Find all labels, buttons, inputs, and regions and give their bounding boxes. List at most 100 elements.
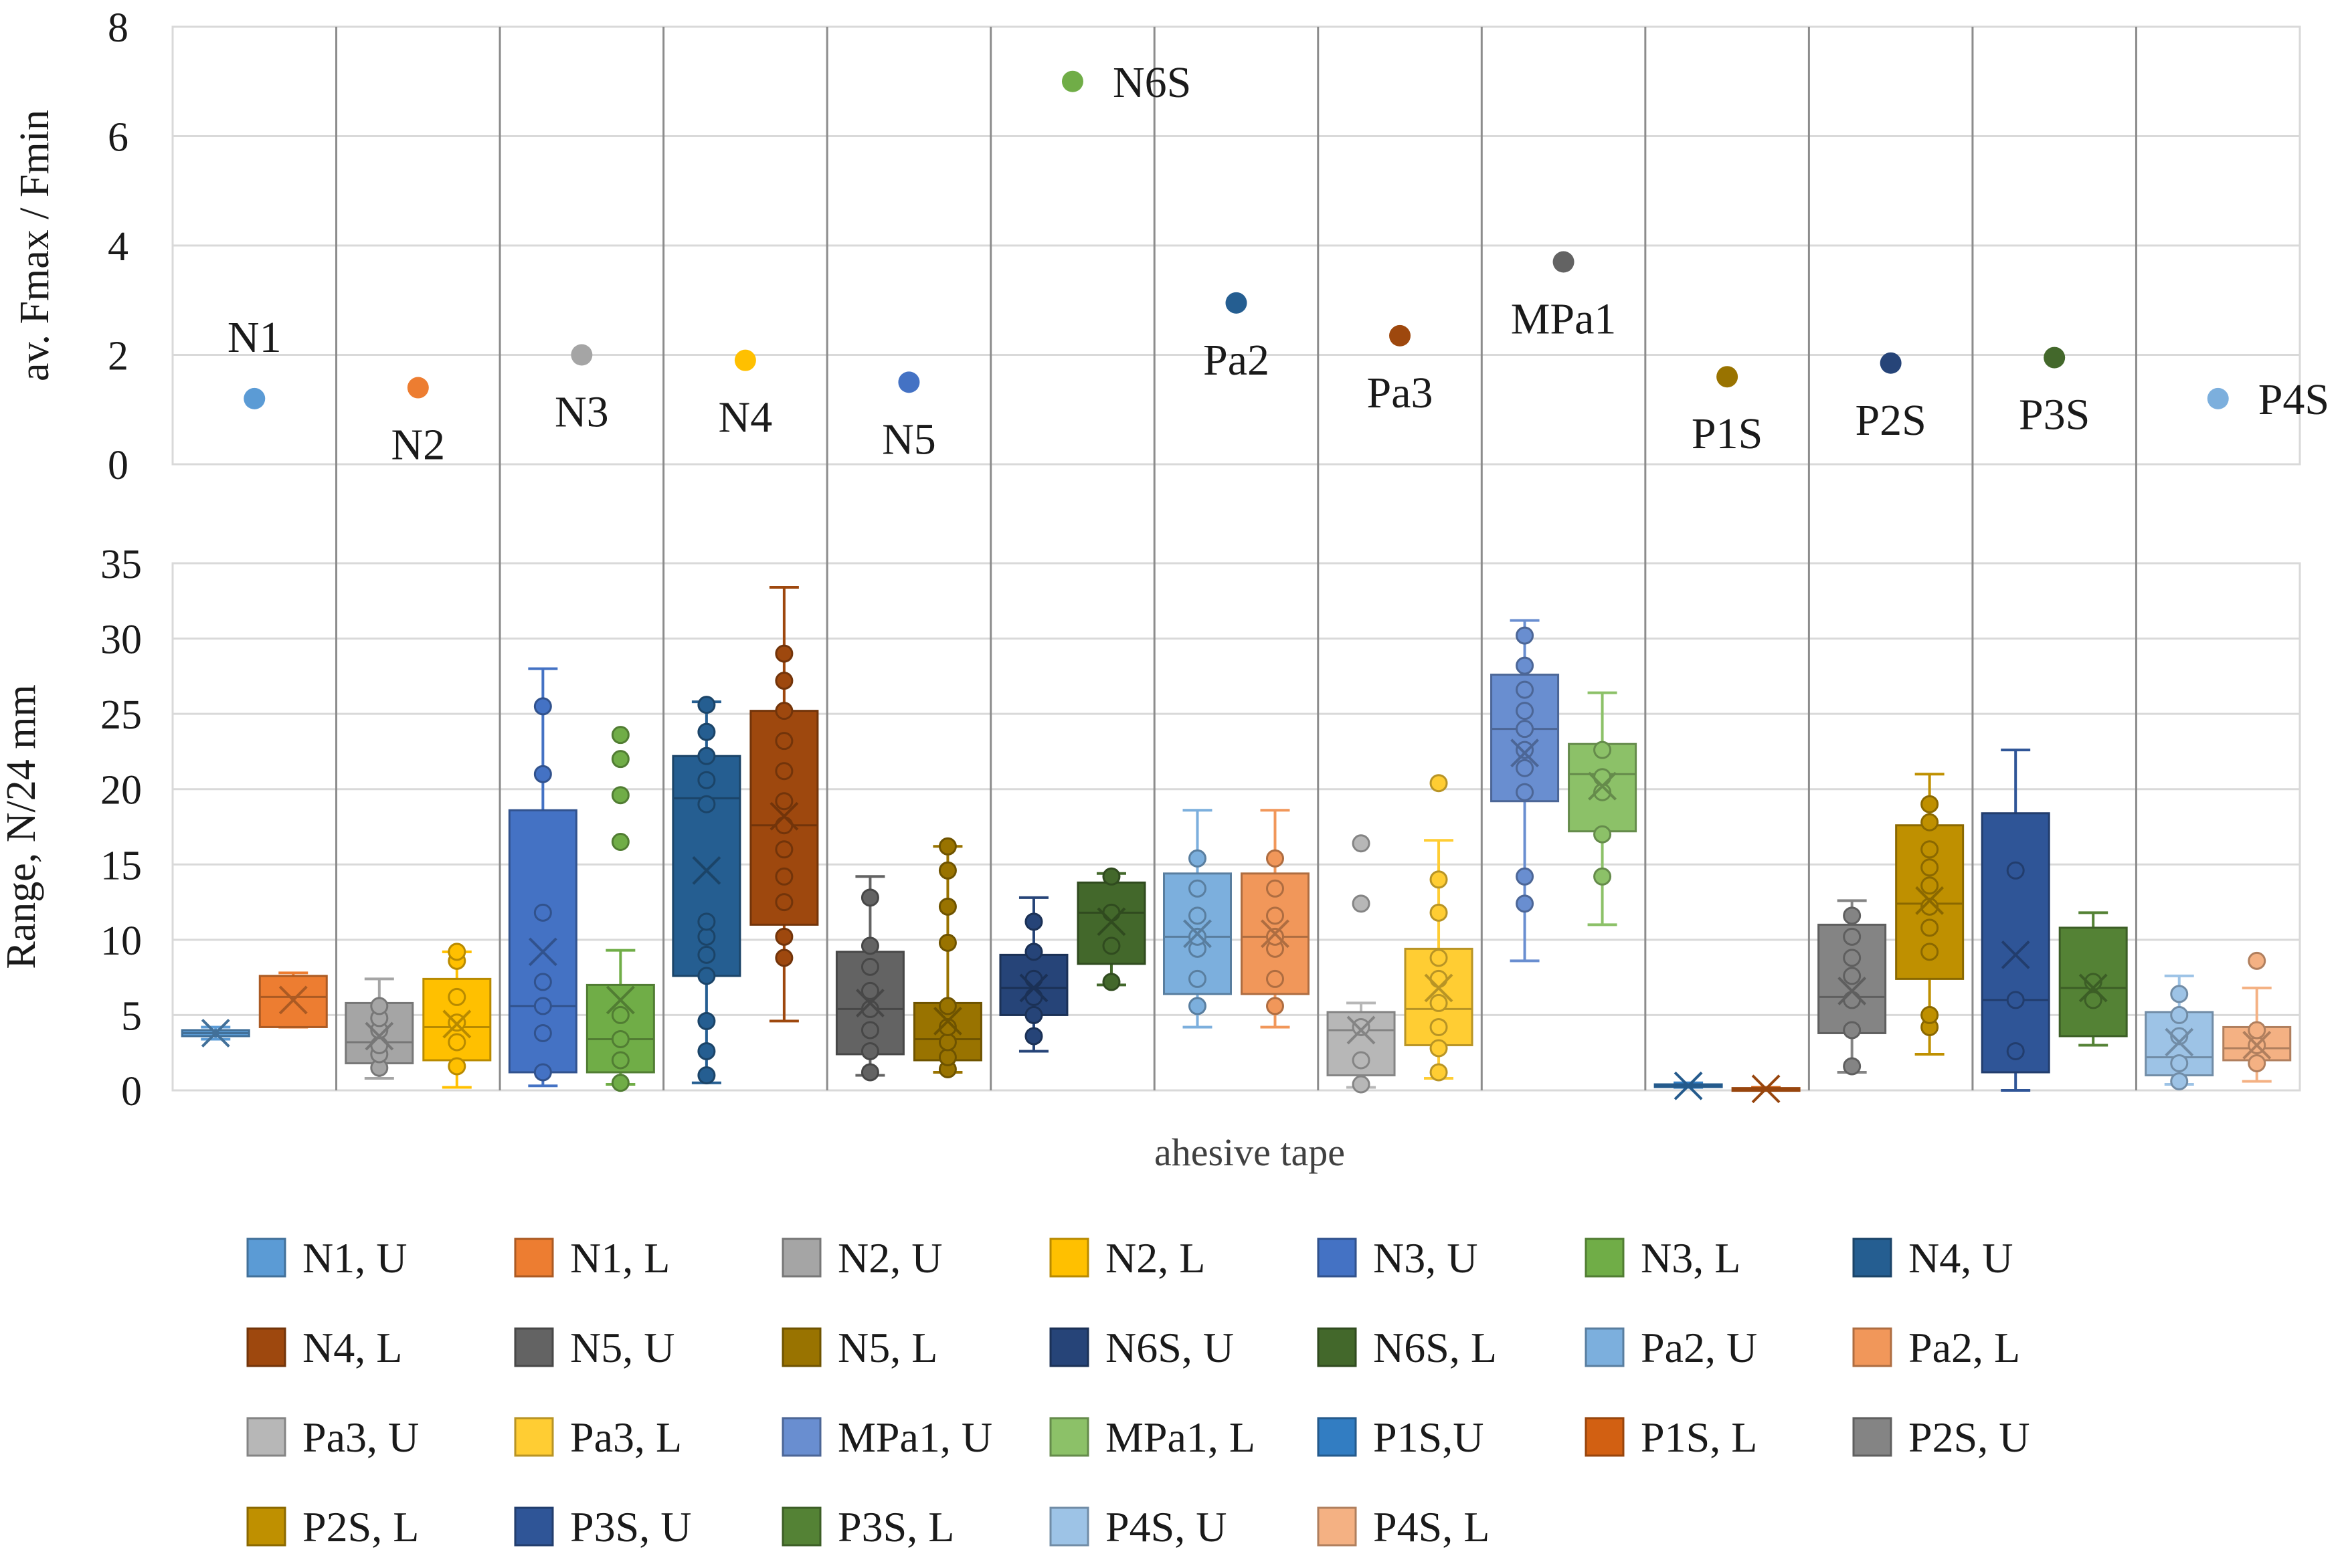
data-point-n3-u: [533, 697, 552, 716]
legend-swatch-n5-u: [514, 1327, 554, 1367]
data-point-n5-u: [861, 888, 879, 907]
data-point-mpa1-u: [1516, 720, 1534, 739]
scatter-point-p4s: [2207, 387, 2229, 409]
scatter-label-n6s: N6S: [1113, 58, 1191, 107]
box-mpa1-u: [1490, 619, 1560, 963]
mean-marker-p4s-u: [2165, 1027, 2194, 1057]
legend-label-n1-l: N1, L: [570, 1234, 670, 1282]
data-point-n4-u: [697, 722, 716, 741]
data-point-n4-u: [697, 795, 716, 813]
legend-label-n4-u: N4, U: [1908, 1234, 2013, 1282]
box-p3s-l: [2058, 911, 2128, 1047]
scatter-label-pa3: Pa3: [1367, 369, 1433, 417]
scatter-label-p2s: P2S: [1855, 396, 1926, 445]
data-point-mpa1-u: [1516, 867, 1534, 886]
box-p4s-l: [2222, 951, 2292, 1083]
legend-label-pa2-l: Pa2, L: [1908, 1324, 2020, 1371]
legend-label-pa3-l: Pa3, L: [570, 1413, 682, 1461]
box-n5-u: [835, 875, 905, 1082]
data-point-n3-u: [533, 1023, 552, 1042]
legend-swatch-n4-l: [246, 1327, 286, 1367]
box-p4s-u: [2145, 974, 2214, 1090]
legend-swatch-n6s-l: [1317, 1327, 1357, 1367]
data-point-pa2-l: [1266, 927, 1284, 946]
data-point-n3-l: [611, 1030, 630, 1048]
legend-swatch-n6s-u: [1049, 1327, 1089, 1367]
data-point-mpa1-u: [1516, 656, 1534, 675]
data-point-pa2-u: [1188, 997, 1206, 1015]
data-point-n6s-u: [1024, 943, 1043, 961]
legend-label-p4s-l: P4S, L: [1373, 1503, 1490, 1551]
mean-marker-n5-l: [933, 1007, 962, 1036]
legend-label-n5-l: N5, L: [838, 1324, 937, 1371]
data-point-n2-l: [448, 987, 466, 1006]
data-point-pa2-l: [1266, 997, 1284, 1015]
data-point-pa3-l: [1429, 949, 1448, 967]
scatter-point-n1: [244, 387, 266, 409]
data-point-pa3-u: [1352, 894, 1370, 913]
mean-marker-mpa1-u: [1510, 739, 1539, 768]
data-point-pa3-l: [1429, 969, 1448, 988]
data-point-n4-l: [775, 702, 794, 720]
data-point-mpa1-u: [1516, 626, 1534, 645]
box-p1s-u: [1653, 1071, 1723, 1100]
top-y-tick-label: 2: [108, 334, 128, 379]
legend-swatch-n5-l: [782, 1327, 822, 1367]
data-point-p2s-l: [1920, 1005, 1939, 1024]
legend-swatch-n2-u: [782, 1238, 822, 1278]
data-point-p2s-l: [1920, 840, 1939, 859]
legend-label-mpa1-l: MPa1, L: [1105, 1413, 1255, 1461]
legend-label-n5-u: N5, U: [570, 1324, 674, 1371]
legend-label-pa2-u: Pa2, U: [1641, 1324, 1757, 1371]
mean-marker-n4-l: [770, 801, 799, 831]
top-y-tick-label: 6: [108, 115, 128, 161]
legend-label-n1-u: N1, U: [302, 1234, 407, 1282]
data-point-pa2-u: [1188, 969, 1206, 988]
mean-marker-pa2-u: [1183, 919, 1212, 949]
data-point-n4-u: [697, 1011, 716, 1030]
bottom-y-axis-title: Range, N/24 mm: [0, 684, 44, 969]
mean-marker-n5-u: [856, 989, 885, 1017]
bottom-y-tick-label: 35: [100, 542, 142, 587]
data-point-n4-u: [697, 945, 716, 964]
legend-swatch-pa3-u: [246, 1417, 286, 1457]
data-point-p3s-u: [2006, 861, 2025, 880]
legend-swatch-n3-u: [1317, 1238, 1357, 1278]
mean-marker-n2-u: [365, 1021, 394, 1051]
legend-swatch-pa2-l: [1852, 1327, 1892, 1367]
data-point-n5-u: [861, 999, 879, 1018]
mean-marker-p2s-u: [1837, 976, 1867, 1005]
data-point-n3-l: [611, 1051, 630, 1070]
data-point-mpa1-l: [1593, 867, 1612, 886]
scatter-label-p1s: P1S: [1692, 409, 1763, 458]
data-point-n6s-u: [1024, 912, 1043, 931]
bottom-y-tick-label: 10: [100, 918, 142, 964]
data-point-n5-l: [938, 897, 957, 916]
data-point-n3-u: [533, 973, 552, 991]
data-point-pa3-l: [1429, 1063, 1448, 1082]
data-point-n3-u: [533, 1063, 552, 1082]
data-point-p2s-u: [1843, 991, 1862, 1009]
legend-label-pa3-u: Pa3, U: [302, 1413, 419, 1461]
data-point-n4-u: [697, 771, 716, 789]
bottom-y-tick-label: 5: [121, 993, 142, 1039]
box-p3s-u: [1981, 749, 2050, 1092]
data-point-p4s-u: [2170, 985, 2189, 1003]
legend-swatch-mpa1-u: [782, 1417, 822, 1457]
data-point-pa3-l: [1429, 903, 1448, 922]
data-point-p2s-l: [1920, 876, 1939, 895]
x-axis-title: ahesive tape: [1154, 1131, 1345, 1174]
data-point-pa3-l: [1429, 1017, 1448, 1036]
box-n1-u: [181, 1019, 250, 1048]
data-point-n4-l: [775, 816, 794, 835]
box-n3-l: [585, 726, 655, 1092]
data-point-n4-l: [775, 644, 794, 663]
box-mpa1-l: [1568, 691, 1637, 926]
data-point-n3-l: [611, 786, 630, 805]
box-n6s-l: [1077, 867, 1146, 991]
data-point-mpa1-u: [1516, 741, 1534, 759]
data-point-pa2-u: [1188, 879, 1206, 898]
legend-label-n3-l: N3, L: [1641, 1234, 1740, 1282]
bottom-y-tick-label: 15: [100, 843, 142, 888]
mean-marker-mpa1-l: [1588, 771, 1617, 801]
